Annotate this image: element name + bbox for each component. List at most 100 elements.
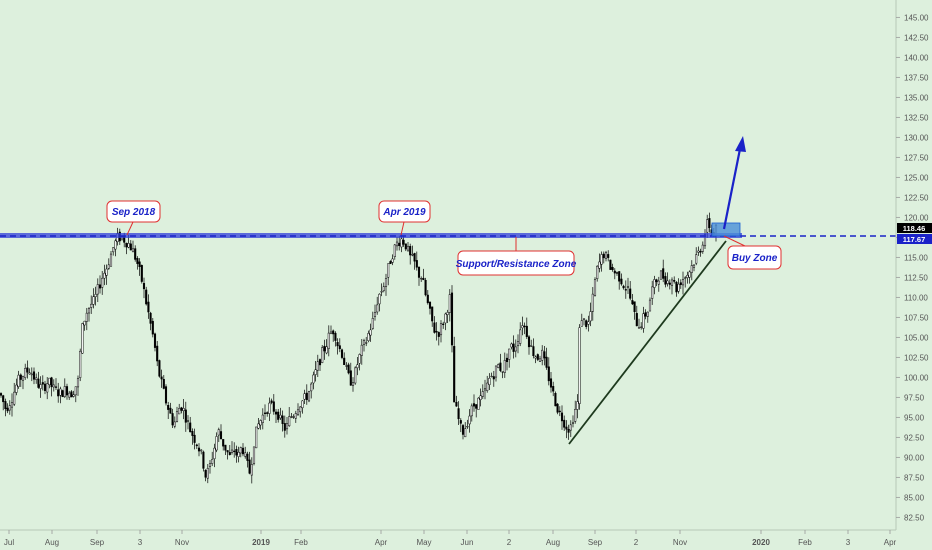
x-tick-label: 3 [138, 538, 143, 547]
candle-body [50, 377, 53, 388]
candle-body [457, 408, 460, 420]
candle-body [30, 373, 33, 376]
candle-body [92, 296, 95, 305]
candle-body [543, 351, 546, 359]
candle-body [411, 254, 414, 256]
candle-body [85, 312, 88, 322]
y-tick-label: 102.50 [904, 353, 929, 362]
candle-body [215, 436, 218, 451]
candle-body [263, 412, 267, 414]
candle-body [109, 253, 113, 267]
candle-body [461, 425, 465, 435]
candle-body [596, 265, 599, 279]
candle-body [202, 451, 205, 469]
candle-body [492, 376, 495, 380]
candle-body [171, 413, 174, 426]
candle-body [486, 382, 489, 391]
candle-body [246, 453, 249, 461]
callout-connector-sep-2018 [126, 221, 134, 236]
y-tick-label: 97.50 [904, 393, 925, 402]
candle-body [140, 265, 143, 282]
candle-body [257, 423, 260, 429]
level-price-label: 117.67 [903, 235, 926, 244]
candlestick-series [0, 212, 718, 484]
candle-body [545, 356, 548, 368]
callout-apr-2019[interactable]: Apr 2019 [378, 200, 431, 223]
candle-body [505, 357, 509, 363]
candle-body [114, 240, 117, 250]
candle-body [424, 279, 427, 296]
y-tick-label: 82.50 [904, 513, 925, 522]
y-tick-label: 115.00 [904, 253, 928, 262]
callout-connector-apr-2019 [400, 221, 405, 236]
time-axis-ticks[interactable]: Jul Aug Sep 3 Nov 2019 Feb Apr May Jun 2 Aug Sep 2 Nov… [4, 530, 897, 547]
candle-body [409, 246, 412, 256]
candle-body [706, 219, 709, 233]
candle-body [380, 290, 383, 293]
y-tick-label: 130.00 [904, 133, 929, 142]
candle-body [442, 323, 445, 326]
candle-body [521, 325, 524, 329]
callout-buy-zone[interactable]: Buy Zone [727, 245, 782, 270]
candle-body [510, 343, 513, 348]
candle-body [13, 391, 16, 405]
candle-body [688, 271, 691, 278]
candle-body [329, 331, 333, 334]
candle-body [651, 286, 654, 299]
candle-body [127, 243, 130, 248]
candle-body [622, 285, 625, 289]
y-tick-label: 87.50 [904, 473, 925, 482]
candle-body [578, 327, 581, 404]
candle-body [178, 408, 181, 415]
candle-body [200, 449, 203, 452]
callout-support-resistance[interactable]: Support/Resistance Zone [456, 250, 577, 276]
candle-body [503, 360, 506, 373]
candle-body [701, 244, 704, 252]
candle-body [83, 320, 86, 326]
candle-body [692, 264, 696, 268]
candle-body [48, 377, 51, 385]
candle-body [400, 238, 403, 248]
candle-body [195, 444, 198, 447]
candle-body [387, 263, 390, 278]
candle-body [558, 410, 561, 413]
candle-body [499, 362, 502, 371]
candle-body [272, 401, 275, 412]
x-tick-label: Aug [45, 538, 59, 547]
candle-body [580, 320, 583, 327]
candle-body [244, 452, 247, 457]
candle-body [439, 323, 443, 336]
candle-body [10, 402, 14, 408]
candle-body [219, 431, 223, 440]
candle-body [63, 386, 66, 397]
candle-body [52, 384, 55, 388]
candle-body [406, 245, 410, 251]
candle-body [252, 446, 256, 464]
candle-body [602, 253, 605, 259]
candle-body [468, 415, 471, 425]
candle-body [554, 392, 557, 407]
callout-sep-2018[interactable]: Sep 2018 [106, 200, 161, 223]
candle-body [536, 354, 539, 360]
candle-body [19, 374, 22, 380]
candle-body [175, 411, 179, 422]
candle-body [206, 468, 209, 479]
candle-body [640, 326, 643, 328]
candle-body [173, 421, 176, 427]
candle-body [497, 364, 500, 368]
candle-body [607, 254, 610, 258]
candle-body [593, 279, 597, 296]
candle-body [349, 370, 352, 386]
candle-body [547, 366, 550, 382]
candle-body [666, 280, 669, 284]
candle-body [301, 400, 304, 409]
candle-body [153, 333, 157, 348]
candle-body [0, 393, 3, 396]
candle-body [376, 304, 379, 313]
candle-body [609, 259, 612, 270]
candle-body [43, 383, 47, 391]
candle-body [389, 261, 392, 265]
candle-body [169, 407, 172, 414]
candle-body [277, 411, 280, 420]
